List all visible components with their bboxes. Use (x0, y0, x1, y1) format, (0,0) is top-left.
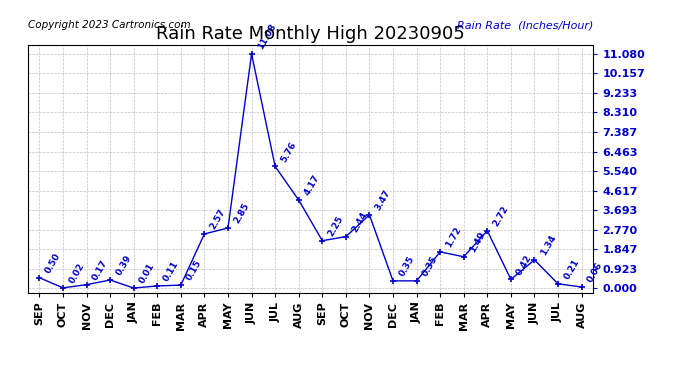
Text: Copyright 2023 Cartronics.com: Copyright 2023 Cartronics.com (28, 20, 190, 30)
Text: 0.50: 0.50 (43, 252, 62, 275)
Text: 0.02: 0.02 (67, 262, 86, 285)
Text: Rain Rate  (Inches/Hour): Rain Rate (Inches/Hour) (457, 20, 593, 30)
Text: 0.21: 0.21 (562, 258, 581, 281)
Text: 0.17: 0.17 (90, 258, 110, 282)
Title: Rain Rate Monthly High 20230905: Rain Rate Monthly High 20230905 (156, 26, 465, 44)
Text: 5.76: 5.76 (279, 140, 298, 164)
Text: 0.35: 0.35 (397, 255, 416, 278)
Text: 0.06: 0.06 (586, 261, 604, 284)
Text: 1.34: 1.34 (539, 233, 558, 257)
Text: 2.25: 2.25 (326, 214, 345, 238)
Text: 2.85: 2.85 (232, 201, 251, 225)
Text: 1.72: 1.72 (444, 225, 463, 249)
Text: 3.47: 3.47 (373, 188, 393, 212)
Text: 0.01: 0.01 (138, 262, 157, 285)
Text: 1.49: 1.49 (468, 230, 487, 254)
Text: 4.17: 4.17 (303, 173, 322, 197)
Text: 0.35: 0.35 (421, 255, 440, 278)
Text: 11.08: 11.08 (256, 22, 277, 51)
Text: 2.44: 2.44 (350, 210, 369, 234)
Text: 2.57: 2.57 (208, 207, 228, 231)
Text: 0.42: 0.42 (515, 253, 534, 277)
Text: 0.39: 0.39 (115, 254, 133, 277)
Text: 0.15: 0.15 (185, 259, 204, 282)
Text: 0.11: 0.11 (161, 260, 180, 283)
Text: 2.72: 2.72 (491, 204, 511, 228)
